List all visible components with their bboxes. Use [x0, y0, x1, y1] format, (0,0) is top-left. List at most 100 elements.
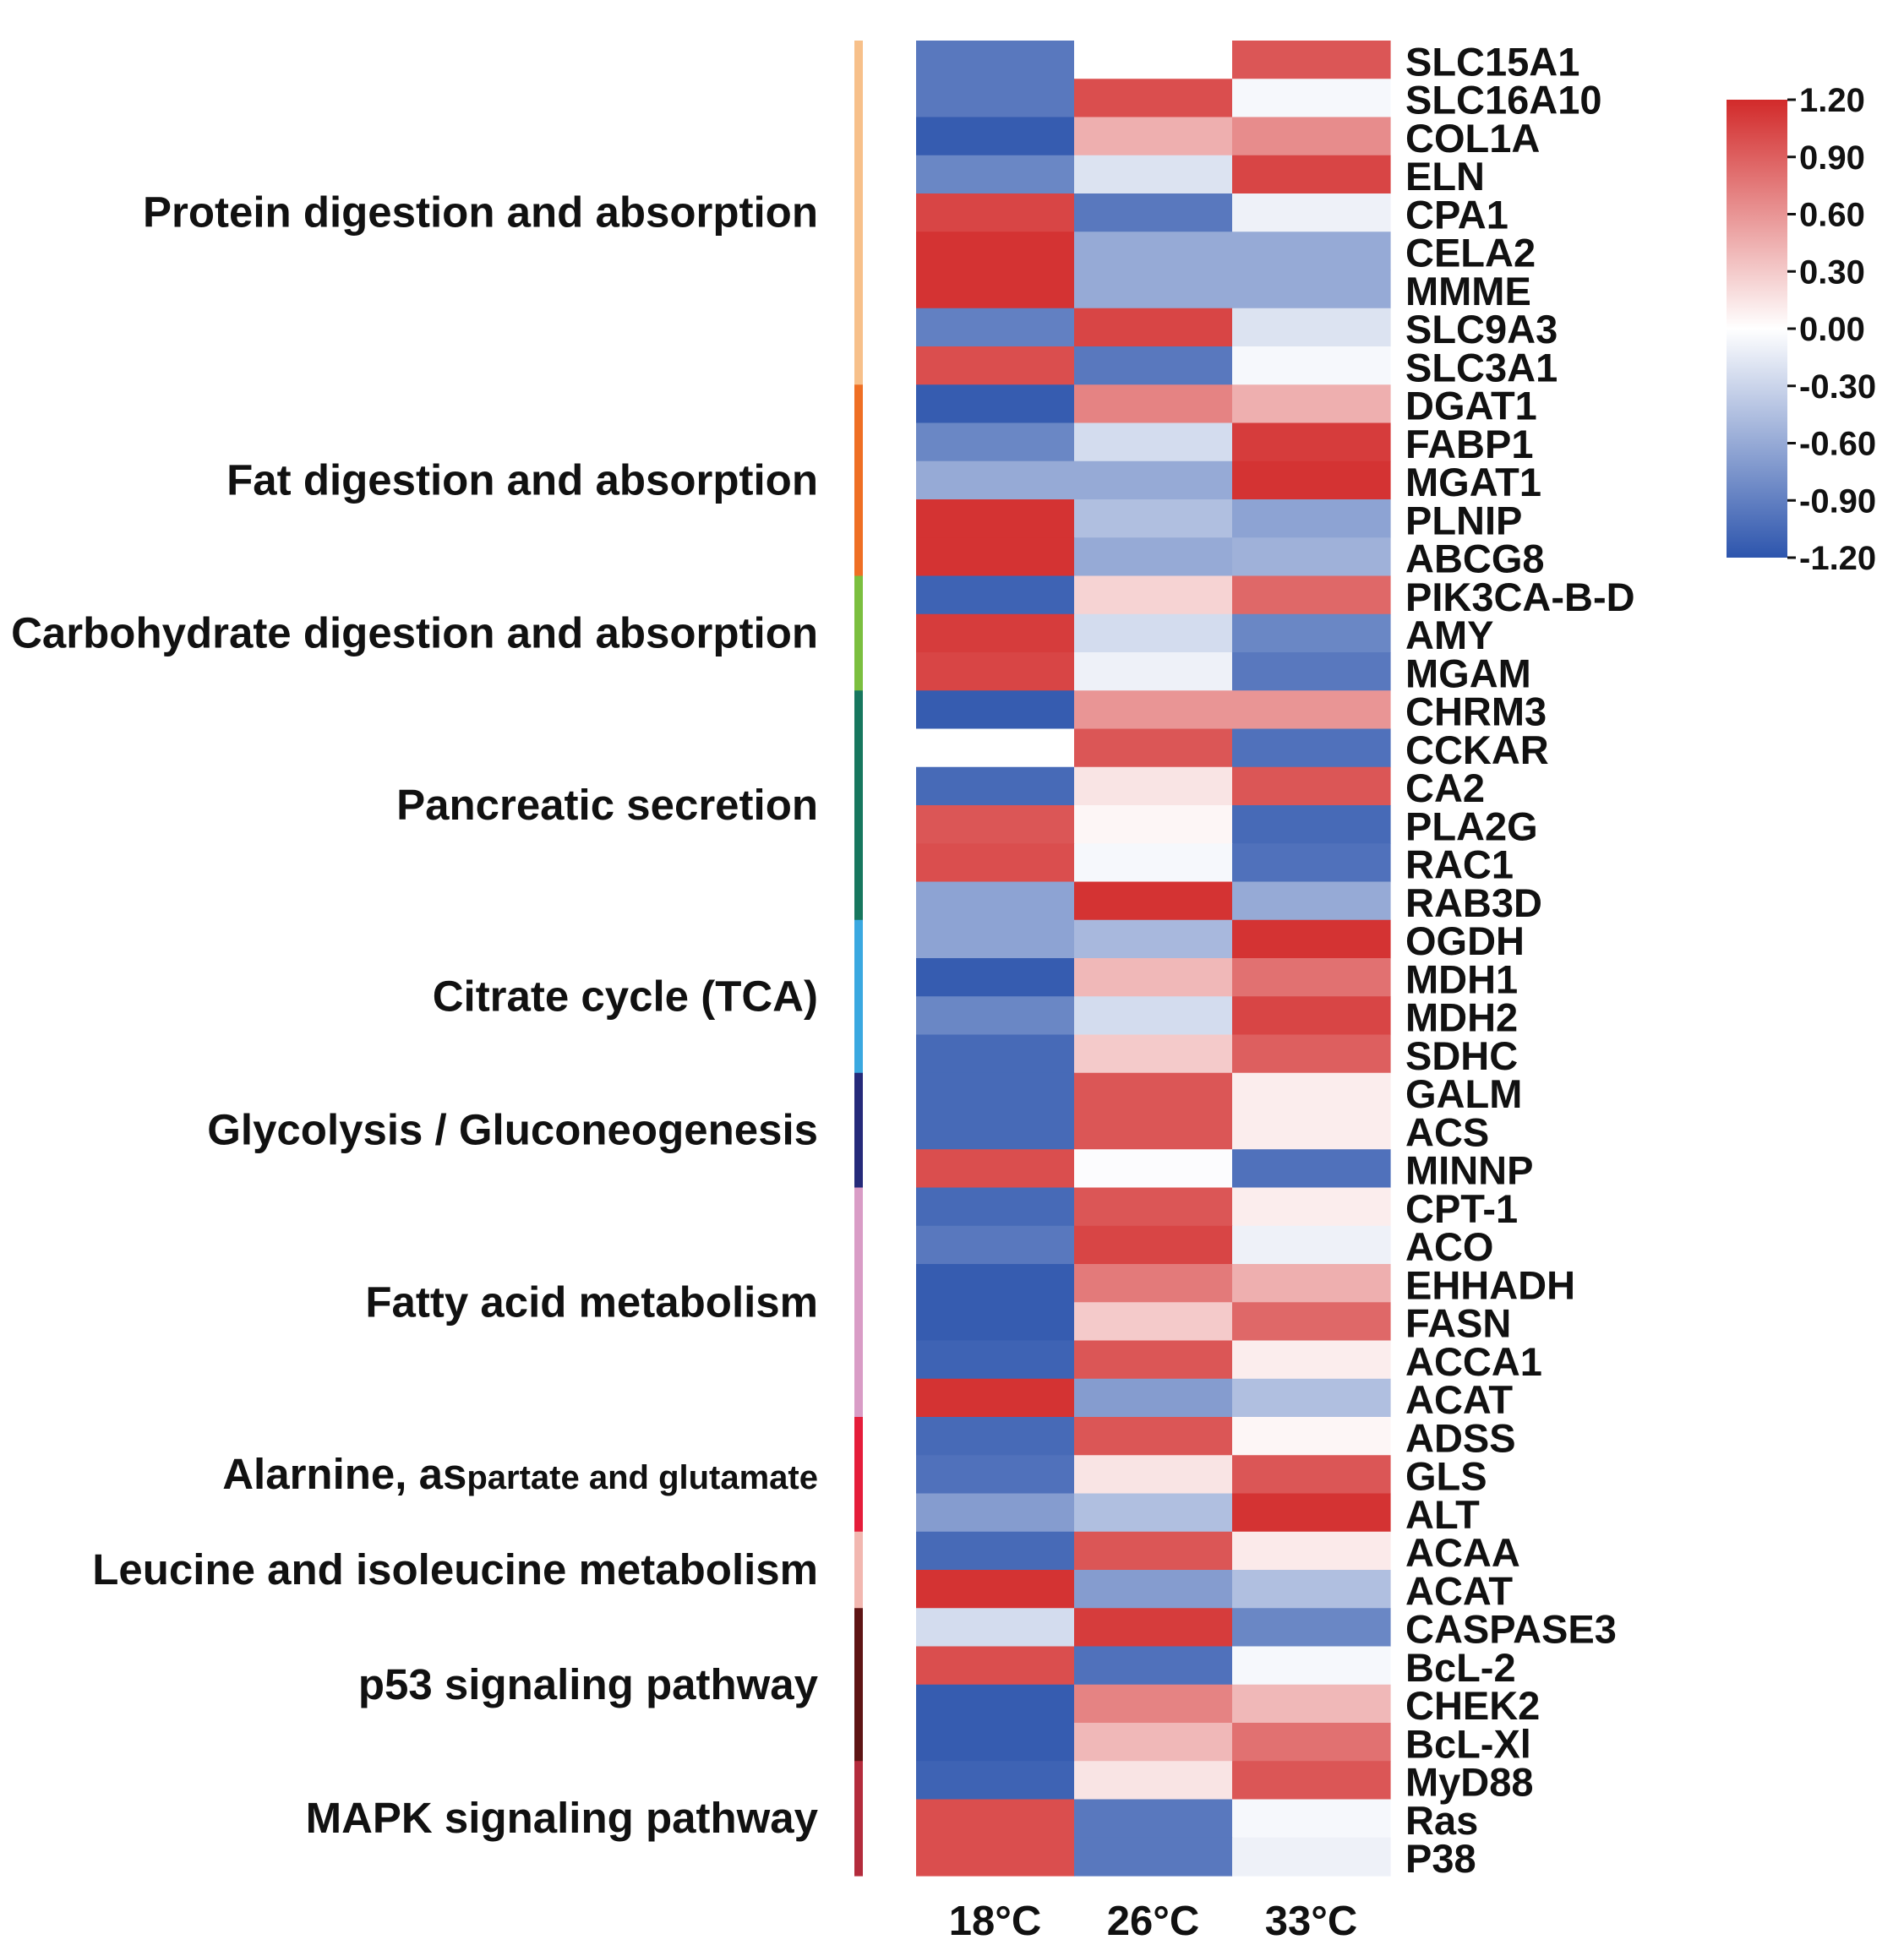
gene-label: FASN: [1405, 1301, 1511, 1346]
colorbar-tick-label: -0.60: [1799, 426, 1876, 463]
category-bar: [854, 1761, 863, 1877]
heatmap-cells: [916, 41, 1391, 1877]
gene-label: COL1A: [1405, 116, 1540, 161]
heatmap-cell: [1074, 422, 1233, 462]
colorbar-tick-label: 0.60: [1799, 197, 1865, 234]
gene-label: CELA2: [1405, 231, 1536, 275]
heatmap-cell: [1074, 346, 1233, 385]
gene-label: SLC16A10: [1405, 78, 1602, 123]
heatmap-cell: [1232, 1072, 1391, 1112]
heatmap-cell: [1074, 881, 1233, 921]
heatmap-cell: [916, 41, 1075, 79]
gene-label: ACAT: [1405, 1377, 1513, 1422]
heatmap-cell: [1074, 41, 1233, 79]
heatmap-cell: [1074, 460, 1233, 500]
gene-label: SLC15A1: [1405, 39, 1579, 84]
heatmap-cell: [1232, 308, 1391, 347]
heatmap-cell: [1074, 1034, 1233, 1074]
heatmap-cell: [1232, 460, 1391, 500]
heatmap-cell: [1232, 766, 1391, 806]
heatmap-cell: [1232, 1264, 1391, 1303]
gene-label: ALT: [1405, 1492, 1480, 1537]
heatmap-cell: [916, 1111, 1075, 1150]
heatmap-cell: [1232, 537, 1391, 577]
column-label: 26°C: [1107, 1899, 1199, 1944]
gene-label: CASPASE3: [1405, 1607, 1617, 1652]
category-label: Pancreatic secretion: [396, 781, 818, 829]
heatmap-cell: [1074, 1493, 1233, 1533]
heatmap-cell: [1074, 1111, 1233, 1150]
heatmap-cell: [1074, 805, 1233, 844]
heatmap-cell: [1074, 1608, 1233, 1648]
gene-label: Ras: [1405, 1798, 1478, 1843]
category-label-part: Alarnine, as: [222, 1450, 466, 1498]
heatmap-cell: [916, 766, 1075, 806]
heatmap-cell: [916, 1723, 1075, 1762]
heatmap-cell: [1074, 384, 1233, 424]
heatmap-cell: [916, 1493, 1075, 1533]
gene-label: OGDH: [1405, 918, 1525, 963]
heatmap-cell: [1232, 1531, 1391, 1571]
gene-label: ACS: [1405, 1109, 1489, 1154]
heatmap-cell: [1232, 1111, 1391, 1150]
gene-label: GLS: [1405, 1454, 1487, 1499]
heatmap-cell: [1074, 728, 1233, 768]
heatmap-cell: [916, 1531, 1075, 1571]
gene-label: P38: [1405, 1836, 1476, 1881]
heatmap-cell: [1074, 1646, 1233, 1686]
gene-label: FABP1: [1405, 422, 1534, 466]
heatmap-cell: [1232, 575, 1391, 615]
gene-label: ELN: [1405, 154, 1485, 199]
heatmap-cell: [1074, 1799, 1233, 1839]
gene-label: CPT-1: [1405, 1186, 1518, 1231]
heatmap-cell: [916, 232, 1075, 271]
column-label: 33°C: [1265, 1899, 1357, 1944]
heatmap-cell: [1232, 1608, 1391, 1648]
heatmap-cell: [1074, 1723, 1233, 1762]
heatmap-cell: [916, 308, 1075, 347]
category-bar: [854, 41, 863, 385]
heatmap-cell: [1232, 690, 1391, 730]
heatmap-cell: [1074, 79, 1233, 118]
gene-label: CHRM3: [1405, 689, 1547, 734]
heatmap-cell: [1074, 1531, 1233, 1571]
heatmap-cell: [916, 1072, 1075, 1112]
gene-label: MDH2: [1405, 995, 1518, 1040]
category-label-part: partate and glutamate: [466, 1459, 818, 1496]
gene-label: ABCG8: [1405, 537, 1545, 581]
heatmap-cell: [1232, 1761, 1391, 1801]
gene-labels: SLC15A1SLC16A10COL1AELNCPA1CELA2MMMESLC9…: [1405, 39, 1635, 1881]
heatmap-cell: [1074, 232, 1233, 271]
category-label: Alarnine, aspartate and glutamate: [222, 1450, 818, 1498]
heatmap-cell: [916, 155, 1075, 194]
heatmap-cell: [1232, 613, 1391, 653]
heatmap-cell: [1074, 996, 1233, 1036]
heatmap-cell: [1232, 1302, 1391, 1342]
heatmap-cell: [1074, 1455, 1233, 1495]
gene-label: ADSS: [1405, 1415, 1516, 1460]
gene-label: MDH1: [1405, 956, 1518, 1001]
gene-label: SLC3A1: [1405, 345, 1558, 390]
heatmap-cell: [1074, 919, 1233, 959]
heatmap-cell: [1074, 652, 1233, 691]
gene-label: PLNIP: [1405, 498, 1522, 542]
gene-label: RAC1: [1405, 842, 1514, 887]
heatmap-cell: [916, 805, 1075, 844]
heatmap-cell: [916, 193, 1075, 232]
heatmap-cell: [1232, 1799, 1391, 1839]
heatmap-cell: [916, 1570, 1075, 1609]
heatmap-cell: [1074, 1417, 1233, 1456]
gene-label: SDHC: [1405, 1033, 1518, 1078]
heatmap-cell: [916, 270, 1075, 309]
heatmap-cell: [916, 1608, 1075, 1648]
heatmap-cell: [916, 919, 1075, 959]
colorbar-ticks: 1.20 0.90 0.60 0.30 0.00 -0.30 -0.60 -0.90 -1.20: [1787, 82, 1876, 577]
heatmap-cell: [1074, 1684, 1233, 1724]
gene-label: ACCA1: [1405, 1339, 1542, 1384]
gene-label: ACO: [1405, 1224, 1493, 1269]
heatmap-cell: [1232, 1493, 1391, 1533]
category-bar: [854, 384, 863, 577]
heatmap-cell: [916, 652, 1075, 691]
heatmap-cell: [1232, 1417, 1391, 1456]
category-label: MAPK signaling pathway: [306, 1794, 819, 1842]
